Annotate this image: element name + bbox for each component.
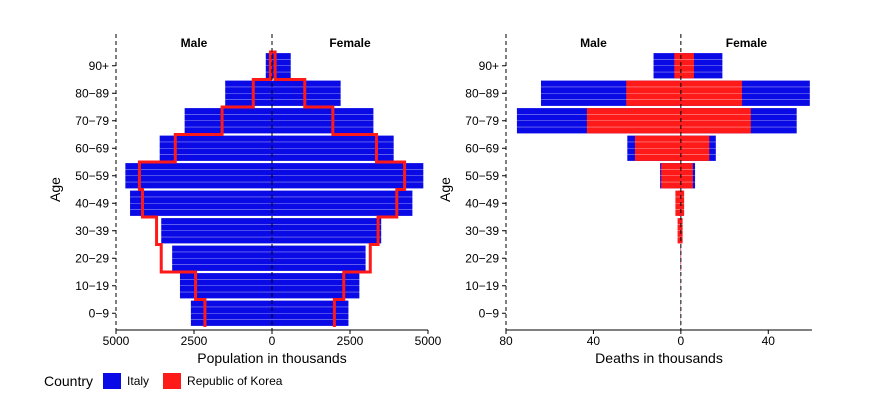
y-tick-label: 60−69	[465, 141, 499, 155]
y-tick-label: 70−79	[465, 114, 499, 128]
y-tick-label: 20−29	[465, 251, 499, 265]
x-tick-label: 5000	[415, 334, 442, 348]
y-tick-label: 60−69	[75, 141, 109, 155]
x-tick-label: 2500	[337, 334, 364, 348]
legend-label-korea: Republic of Korea	[187, 374, 283, 388]
y-tick-label: 0−9	[89, 306, 110, 320]
x-axis-title: Population in thousands	[197, 350, 346, 366]
y-tick-label: 30−39	[75, 224, 109, 238]
y-tick-label: 50−59	[465, 169, 499, 183]
side-label-female: Female	[726, 36, 768, 50]
y-tick-label: 80−89	[75, 86, 109, 100]
y-axis-title: Age	[47, 177, 63, 202]
step-outline-male	[137, 50, 272, 327]
legend-key-italy	[103, 373, 122, 389]
y-tick-label: 80−89	[465, 86, 499, 100]
y-tick-label: 10−19	[465, 279, 499, 293]
x-tick-label: 40	[587, 334, 601, 348]
x-axis-title: Deaths in thousands	[595, 350, 723, 366]
y-tick-label: 30−39	[465, 224, 499, 238]
y-tick-label: 40−49	[465, 196, 499, 210]
x-tick-label: 0	[678, 334, 685, 348]
step-outline-female	[272, 50, 407, 327]
y-tick-label: 0−9	[479, 306, 500, 320]
deaths-pyramid-panel: 80 40 0 40 0−9 10−19 20−29 30−39 40−49 50−59 60−69…	[437, 34, 812, 366]
x-tick-label: 40	[762, 334, 776, 348]
y-tick-label: 50−59	[75, 169, 109, 183]
side-label-male: Male	[181, 36, 208, 50]
x-tick-label: 80	[499, 334, 513, 348]
y-tick-label: 10−19	[75, 279, 109, 293]
legend-key-korea	[163, 373, 182, 389]
side-label-female: Female	[329, 36, 371, 50]
legend-label-italy: Italy	[127, 374, 150, 388]
y-tick-label: 90+	[89, 59, 109, 73]
y-tick-label: 90+	[479, 59, 499, 73]
x-tick-label: 5000	[103, 334, 130, 348]
legend: Country Italy Republic of Korea	[44, 373, 296, 389]
side-label-male: Male	[580, 36, 607, 50]
population-pyramid-panel: 5000 2500 0 2500 5000 0−9 10−19 20−29 30−39 40−49…	[47, 34, 442, 366]
legend-title: Country	[44, 373, 94, 389]
x-tick-label: 2500	[181, 334, 208, 348]
y-tick-label: 40−49	[75, 196, 109, 210]
y-tick-label: 70−79	[75, 114, 109, 128]
y-tick-label: 20−29	[75, 251, 109, 265]
x-tick-label: 0	[269, 334, 276, 348]
y-axis-title: Age	[437, 177, 453, 202]
